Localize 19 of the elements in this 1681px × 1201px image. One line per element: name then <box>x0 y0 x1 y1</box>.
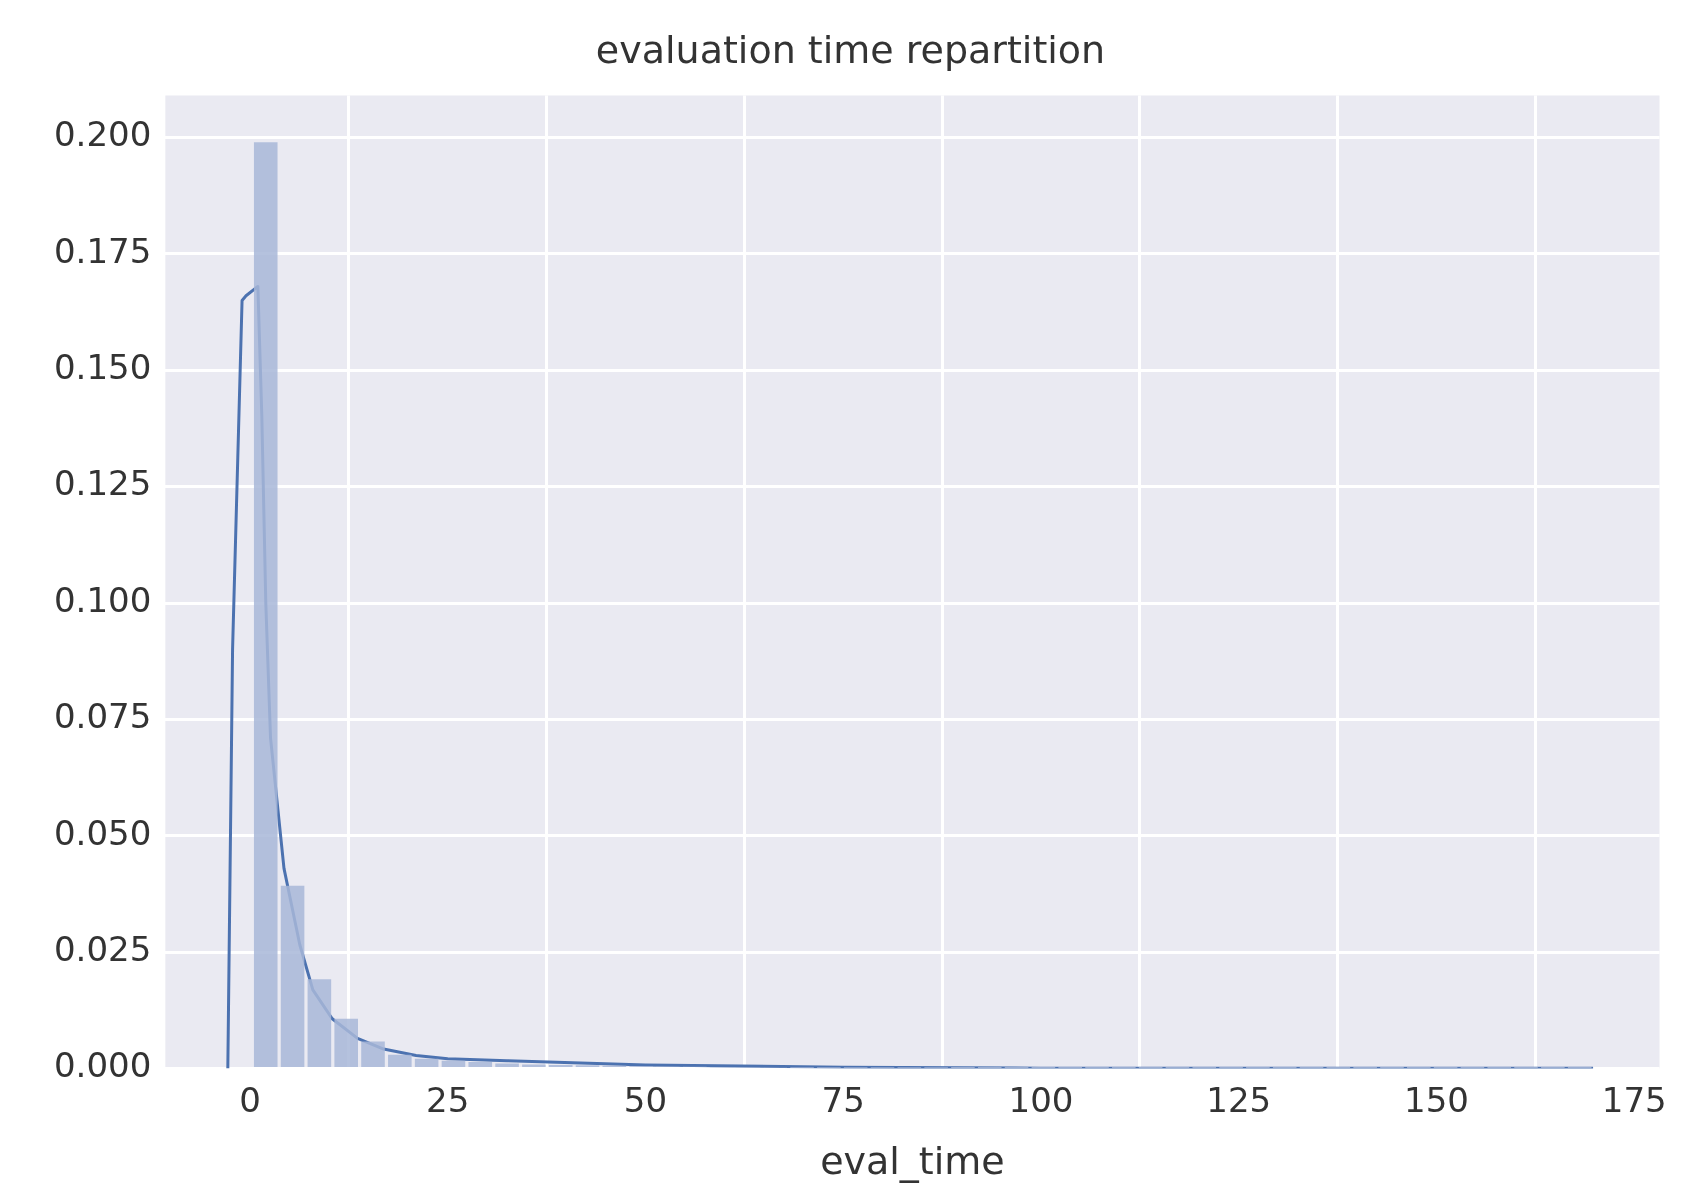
y-tick-label: 0.075 <box>53 696 152 737</box>
x-axis-title: eval_time <box>820 1139 1005 1184</box>
x-tick-label: 150 <box>1404 1079 1469 1120</box>
y-tick-label: 0.100 <box>53 579 152 620</box>
x-tick-label: 25 <box>426 1079 470 1120</box>
y-tick-label: 0.125 <box>53 463 152 504</box>
x-tick-label: 50 <box>623 1079 668 1120</box>
y-tick-label: 0.200 <box>53 114 152 155</box>
y-tick-label: 0.175 <box>53 230 152 271</box>
x-tick-label: 175 <box>1601 1079 1667 1120</box>
y-tick-label: 0.000 <box>53 1045 152 1086</box>
x-tick-label: 125 <box>1206 1079 1272 1120</box>
chart-title: evaluation time repartition <box>595 27 1106 72</box>
y-tick-label: 0.050 <box>53 812 152 853</box>
x-tick-label: 100 <box>1008 1079 1074 1120</box>
y-tick-label: 0.150 <box>53 347 152 388</box>
x-tick-label: 75 <box>821 1079 865 1120</box>
x-tick-label: 0 <box>239 1079 261 1120</box>
y-tick-label: 0.025 <box>53 929 152 970</box>
